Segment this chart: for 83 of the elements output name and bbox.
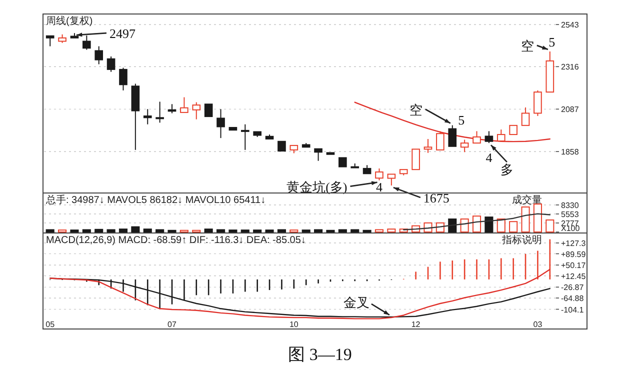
bar <box>277 229 286 232</box>
bar <box>509 221 518 232</box>
y-tick-label: 5553 <box>561 210 580 219</box>
candlestick <box>228 126 238 131</box>
y-tick-label: X100 <box>561 224 580 233</box>
bar <box>546 219 554 232</box>
candlestick <box>424 138 432 154</box>
bar <box>46 229 54 232</box>
y-tick-label: -104.1 <box>561 305 584 314</box>
bar <box>314 229 323 232</box>
candlestick <box>460 139 469 153</box>
bar <box>374 229 384 232</box>
y-tick-label: 8330 <box>561 200 580 210</box>
bar <box>448 218 457 232</box>
bar <box>106 229 116 232</box>
bar <box>484 216 494 232</box>
annotation: 2497 <box>109 26 136 42</box>
y-tick-label: 2543 <box>561 20 580 30</box>
bar <box>143 228 152 232</box>
y-tick-label: +12.45 <box>561 272 586 281</box>
bar <box>82 229 91 232</box>
x-tick-label: 07 <box>168 320 177 329</box>
candlestick <box>143 108 152 125</box>
annotation: 空 <box>409 102 422 118</box>
candlestick <box>314 148 322 162</box>
annotation: 金叉 <box>343 294 370 310</box>
candlestick <box>204 104 213 118</box>
bar <box>156 229 164 232</box>
bar <box>496 218 506 232</box>
y-tick-label: +89.59 <box>561 250 586 259</box>
y-tick-label: 1858 <box>561 148 580 157</box>
annotation: 5 <box>458 112 465 128</box>
candlestick <box>216 108 225 139</box>
candlestick <box>472 130 481 144</box>
bar <box>472 216 482 232</box>
candlestick <box>546 50 554 93</box>
candlestick <box>387 174 396 186</box>
y-tick-label: -26.87 <box>561 283 584 292</box>
candlestick <box>496 129 506 142</box>
candlestick <box>326 152 335 155</box>
bar <box>216 229 226 232</box>
annotation: 4 <box>486 150 493 166</box>
candlestick <box>180 96 188 113</box>
bar <box>350 229 360 232</box>
bar <box>460 218 469 232</box>
y-tick-label: +50.17 <box>561 261 586 270</box>
y-tick-label: 2087 <box>561 105 580 114</box>
candlestick <box>412 148 420 170</box>
y-tick-label: 2316 <box>561 62 580 72</box>
bar <box>204 228 213 232</box>
caption: 图 3—19 <box>288 345 352 364</box>
bar <box>118 228 128 232</box>
bar <box>533 204 542 232</box>
y-axis-title: 成交量 <box>512 194 542 206</box>
candlestick <box>46 35 54 47</box>
y-axis-title: 指标说明 <box>500 234 542 246</box>
annotation: 多 <box>500 162 514 178</box>
annotation: 5 <box>548 34 556 50</box>
candlestick <box>240 124 250 150</box>
annotation: 1675 <box>423 190 450 206</box>
chart-title: 总手: 34987↓ MAVOL5 86182↓ MAVOL10 65411↓ <box>45 194 266 206</box>
bar <box>338 229 347 232</box>
y-tick-label: +127.3 <box>561 238 586 248</box>
candlestick <box>350 162 360 168</box>
bar <box>131 226 140 232</box>
annotation: 4 <box>376 179 383 194</box>
bar <box>387 228 396 232</box>
candlestick <box>509 124 518 136</box>
line-series <box>403 213 550 230</box>
chart-title: 周线(复权) <box>46 15 93 27</box>
bar <box>521 206 530 232</box>
candlestick <box>338 157 347 168</box>
candlestick <box>362 164 372 174</box>
x-tick-label: 10 <box>289 320 299 329</box>
x-tick-label: 05 <box>46 320 56 329</box>
x-tick-label: 03 <box>533 320 543 329</box>
annotation: 空 <box>520 38 534 54</box>
x-tick-label: 12 <box>411 320 421 329</box>
y-tick-label: -64.88 <box>561 294 584 304</box>
chart-title: MACD(12,26,9) MACD: -68.59↑ DIF: -116.3↓ DEA: -85.05↓ <box>46 235 306 246</box>
line-series <box>50 268 550 320</box>
candlestick <box>278 140 286 152</box>
bar <box>94 228 104 232</box>
